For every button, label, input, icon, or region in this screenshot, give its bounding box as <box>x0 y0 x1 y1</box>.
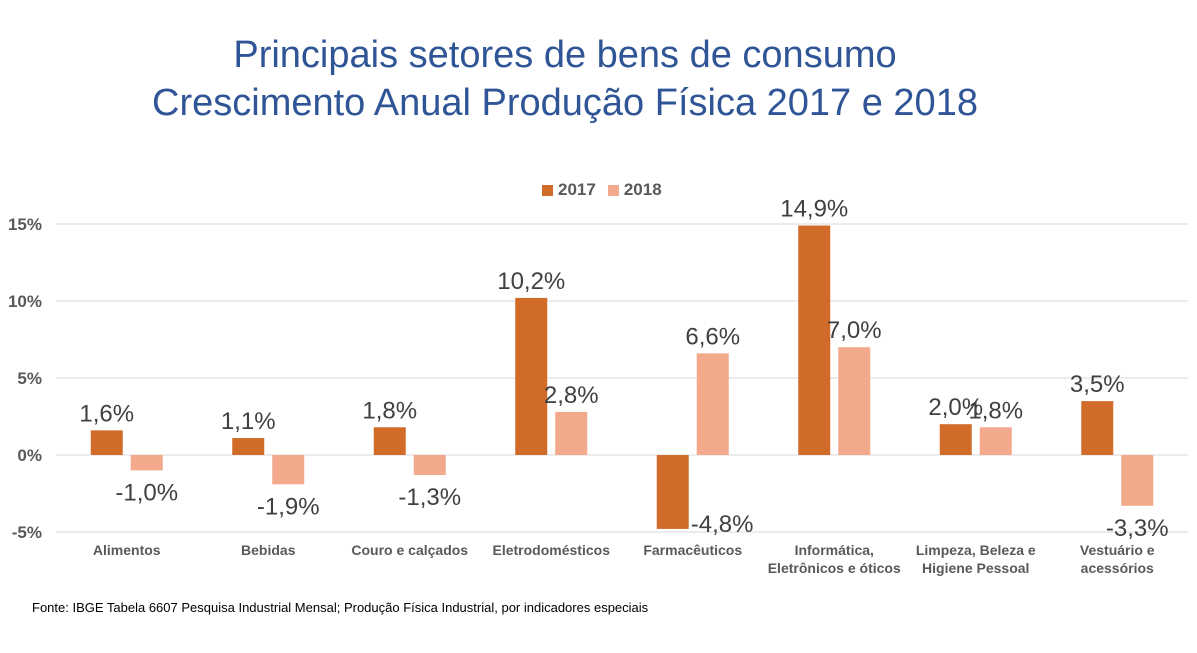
data-label-2018: -1,9% <box>257 493 320 520</box>
data-label-2017: 14,9% <box>780 196 848 223</box>
data-label-2018: 7,0% <box>827 317 882 344</box>
chart-title-line1: Principais setores de bens de consumo <box>233 34 897 76</box>
bar-2017 <box>515 297 548 455</box>
x-tick-label: Informática, <box>795 542 874 558</box>
bar-2017 <box>90 430 123 455</box>
x-tick-label: Farmacêuticos <box>643 542 742 558</box>
legend-item-2018: 2018 <box>607 180 662 200</box>
data-label-2018: 2,8% <box>544 382 599 409</box>
bar-2017 <box>373 427 406 455</box>
bar-2017 <box>656 455 689 529</box>
bar-2018 <box>555 411 588 455</box>
bar-2017 <box>939 424 972 455</box>
data-label-2017: 1,6% <box>79 400 134 427</box>
legend-swatch-2017 <box>542 184 553 196</box>
bar-2018 <box>272 455 305 485</box>
data-label-2017: 3,5% <box>1070 371 1125 398</box>
bar-2017 <box>232 438 265 455</box>
data-label-2018: -1,3% <box>398 484 461 511</box>
x-tick-label: Eletrodomésticos <box>493 542 611 558</box>
x-tick-label: Couro e calçados <box>351 542 468 558</box>
bar-2018 <box>838 347 871 455</box>
legend-label-2017: 2017 <box>558 180 596 199</box>
data-label-2017: 2,0% <box>928 394 983 421</box>
x-tick-label: Higiene Pessoal <box>922 560 1029 576</box>
data-label-2018: 1,8% <box>968 397 1023 424</box>
legend-item-2017: 2017 <box>542 180 596 200</box>
source-note: Fonte: IBGE Tabela 6607 Pesquisa Industr… <box>32 600 649 615</box>
data-label-2018: -1,0% <box>115 479 178 506</box>
data-label-2017: 10,2% <box>497 268 565 295</box>
bar-2018 <box>696 353 729 455</box>
x-tick-label: acessórios <box>1081 560 1154 576</box>
bar-2018 <box>130 455 163 471</box>
bar-2018 <box>1121 455 1154 506</box>
y-tick-label: 5% <box>17 369 42 388</box>
data-label-2018: -3,3% <box>1106 515 1169 542</box>
y-tick-label: -5% <box>12 523 42 542</box>
y-tick-label: 15% <box>8 215 42 234</box>
x-tick-label: Eletrônicos e óticos <box>768 560 901 576</box>
y-tick-label: 0% <box>17 446 42 465</box>
data-label-2017: 1,8% <box>362 397 417 424</box>
bar-2018 <box>979 427 1012 455</box>
x-tick-label: Alimentos <box>93 542 161 558</box>
data-label-2017: 1,1% <box>221 408 276 435</box>
legend-label-2018: 2018 <box>623 180 662 199</box>
chart-title-line2: Crescimento Anual Produção Física 2017 e… <box>152 82 978 124</box>
bar-2018 <box>413 455 446 476</box>
x-tick-label: Limpeza, Beleza e <box>916 542 1036 558</box>
bar-2017 <box>1081 401 1114 455</box>
x-tick-label: Bebidas <box>241 542 296 558</box>
y-tick-label: 10% <box>8 292 42 311</box>
bar-2017 <box>798 225 831 455</box>
x-tick-label: Vestuário e <box>1080 542 1155 558</box>
data-label-2017: -4,8% <box>691 511 754 538</box>
legend-swatch-2018 <box>607 184 619 196</box>
legend: 2017 2018 <box>542 180 674 200</box>
data-label-2018: 6,6% <box>685 323 740 350</box>
